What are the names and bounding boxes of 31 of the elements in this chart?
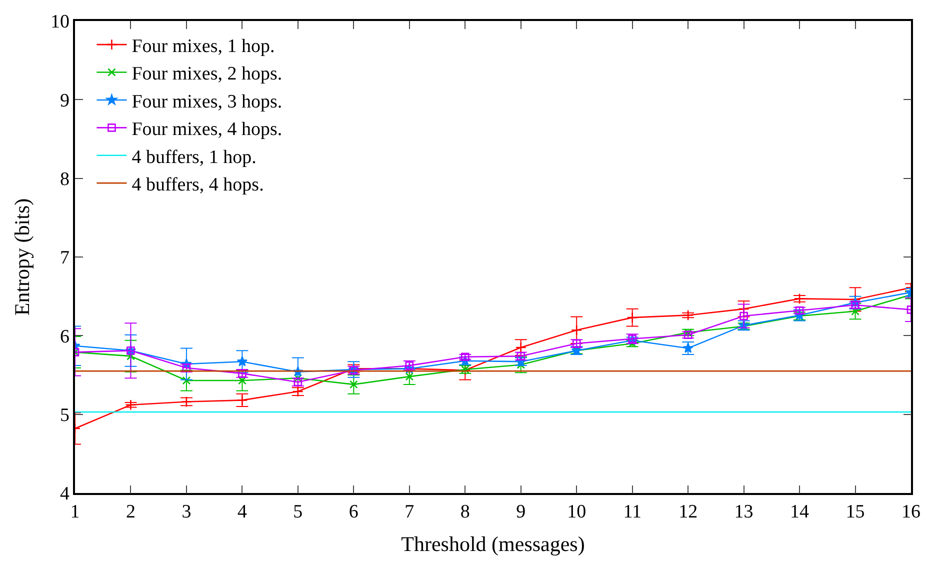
- legend-label: Four mixes, 2 hops.: [132, 64, 282, 85]
- legend-label: Four mixes, 1 hop.: [132, 36, 275, 57]
- x-tick-label: 4: [237, 502, 248, 523]
- y-tick-label: 7: [60, 248, 70, 269]
- x-tick-label: 11: [623, 502, 642, 523]
- y-tick-label: 6: [60, 326, 70, 348]
- x-tick-label: 10: [567, 502, 586, 523]
- x-tick-label: 8: [460, 502, 470, 523]
- x-tick-label: 5: [293, 502, 303, 523]
- legend-label: Four mixes, 3 hops.: [132, 91, 282, 112]
- x-tick-label: 9: [516, 502, 526, 523]
- legend-label: 4 buffers, 1 hop.: [132, 146, 256, 168]
- x-tick-label: 2: [126, 502, 136, 523]
- x-tick-label: 12: [678, 502, 698, 523]
- x-tick-label: 7: [404, 502, 414, 523]
- x-tick-label: 15: [846, 502, 865, 523]
- y-axis-title: Entropy (bits): [10, 198, 34, 316]
- x-tick-label: 16: [902, 502, 920, 523]
- x-tick-label: 3: [182, 502, 192, 523]
- x-tick-label: 1: [70, 502, 80, 523]
- legend-label: 4 buffers, 4 hops.: [132, 174, 264, 196]
- y-tick-label: 5: [60, 404, 70, 426]
- y-tick-label: 8: [60, 168, 70, 190]
- x-tick-label: 14: [790, 502, 810, 523]
- x-tick-label: 6: [348, 502, 358, 523]
- legend-label: Four mixes, 4 hops.: [132, 119, 282, 140]
- x-tick-label: 13: [734, 502, 754, 523]
- y-tick-label: 10: [50, 12, 70, 33]
- x-axis-title: Threshold (messages): [401, 532, 585, 556]
- y-tick-label: 4: [60, 484, 70, 505]
- y-tick-label: 9: [60, 90, 70, 112]
